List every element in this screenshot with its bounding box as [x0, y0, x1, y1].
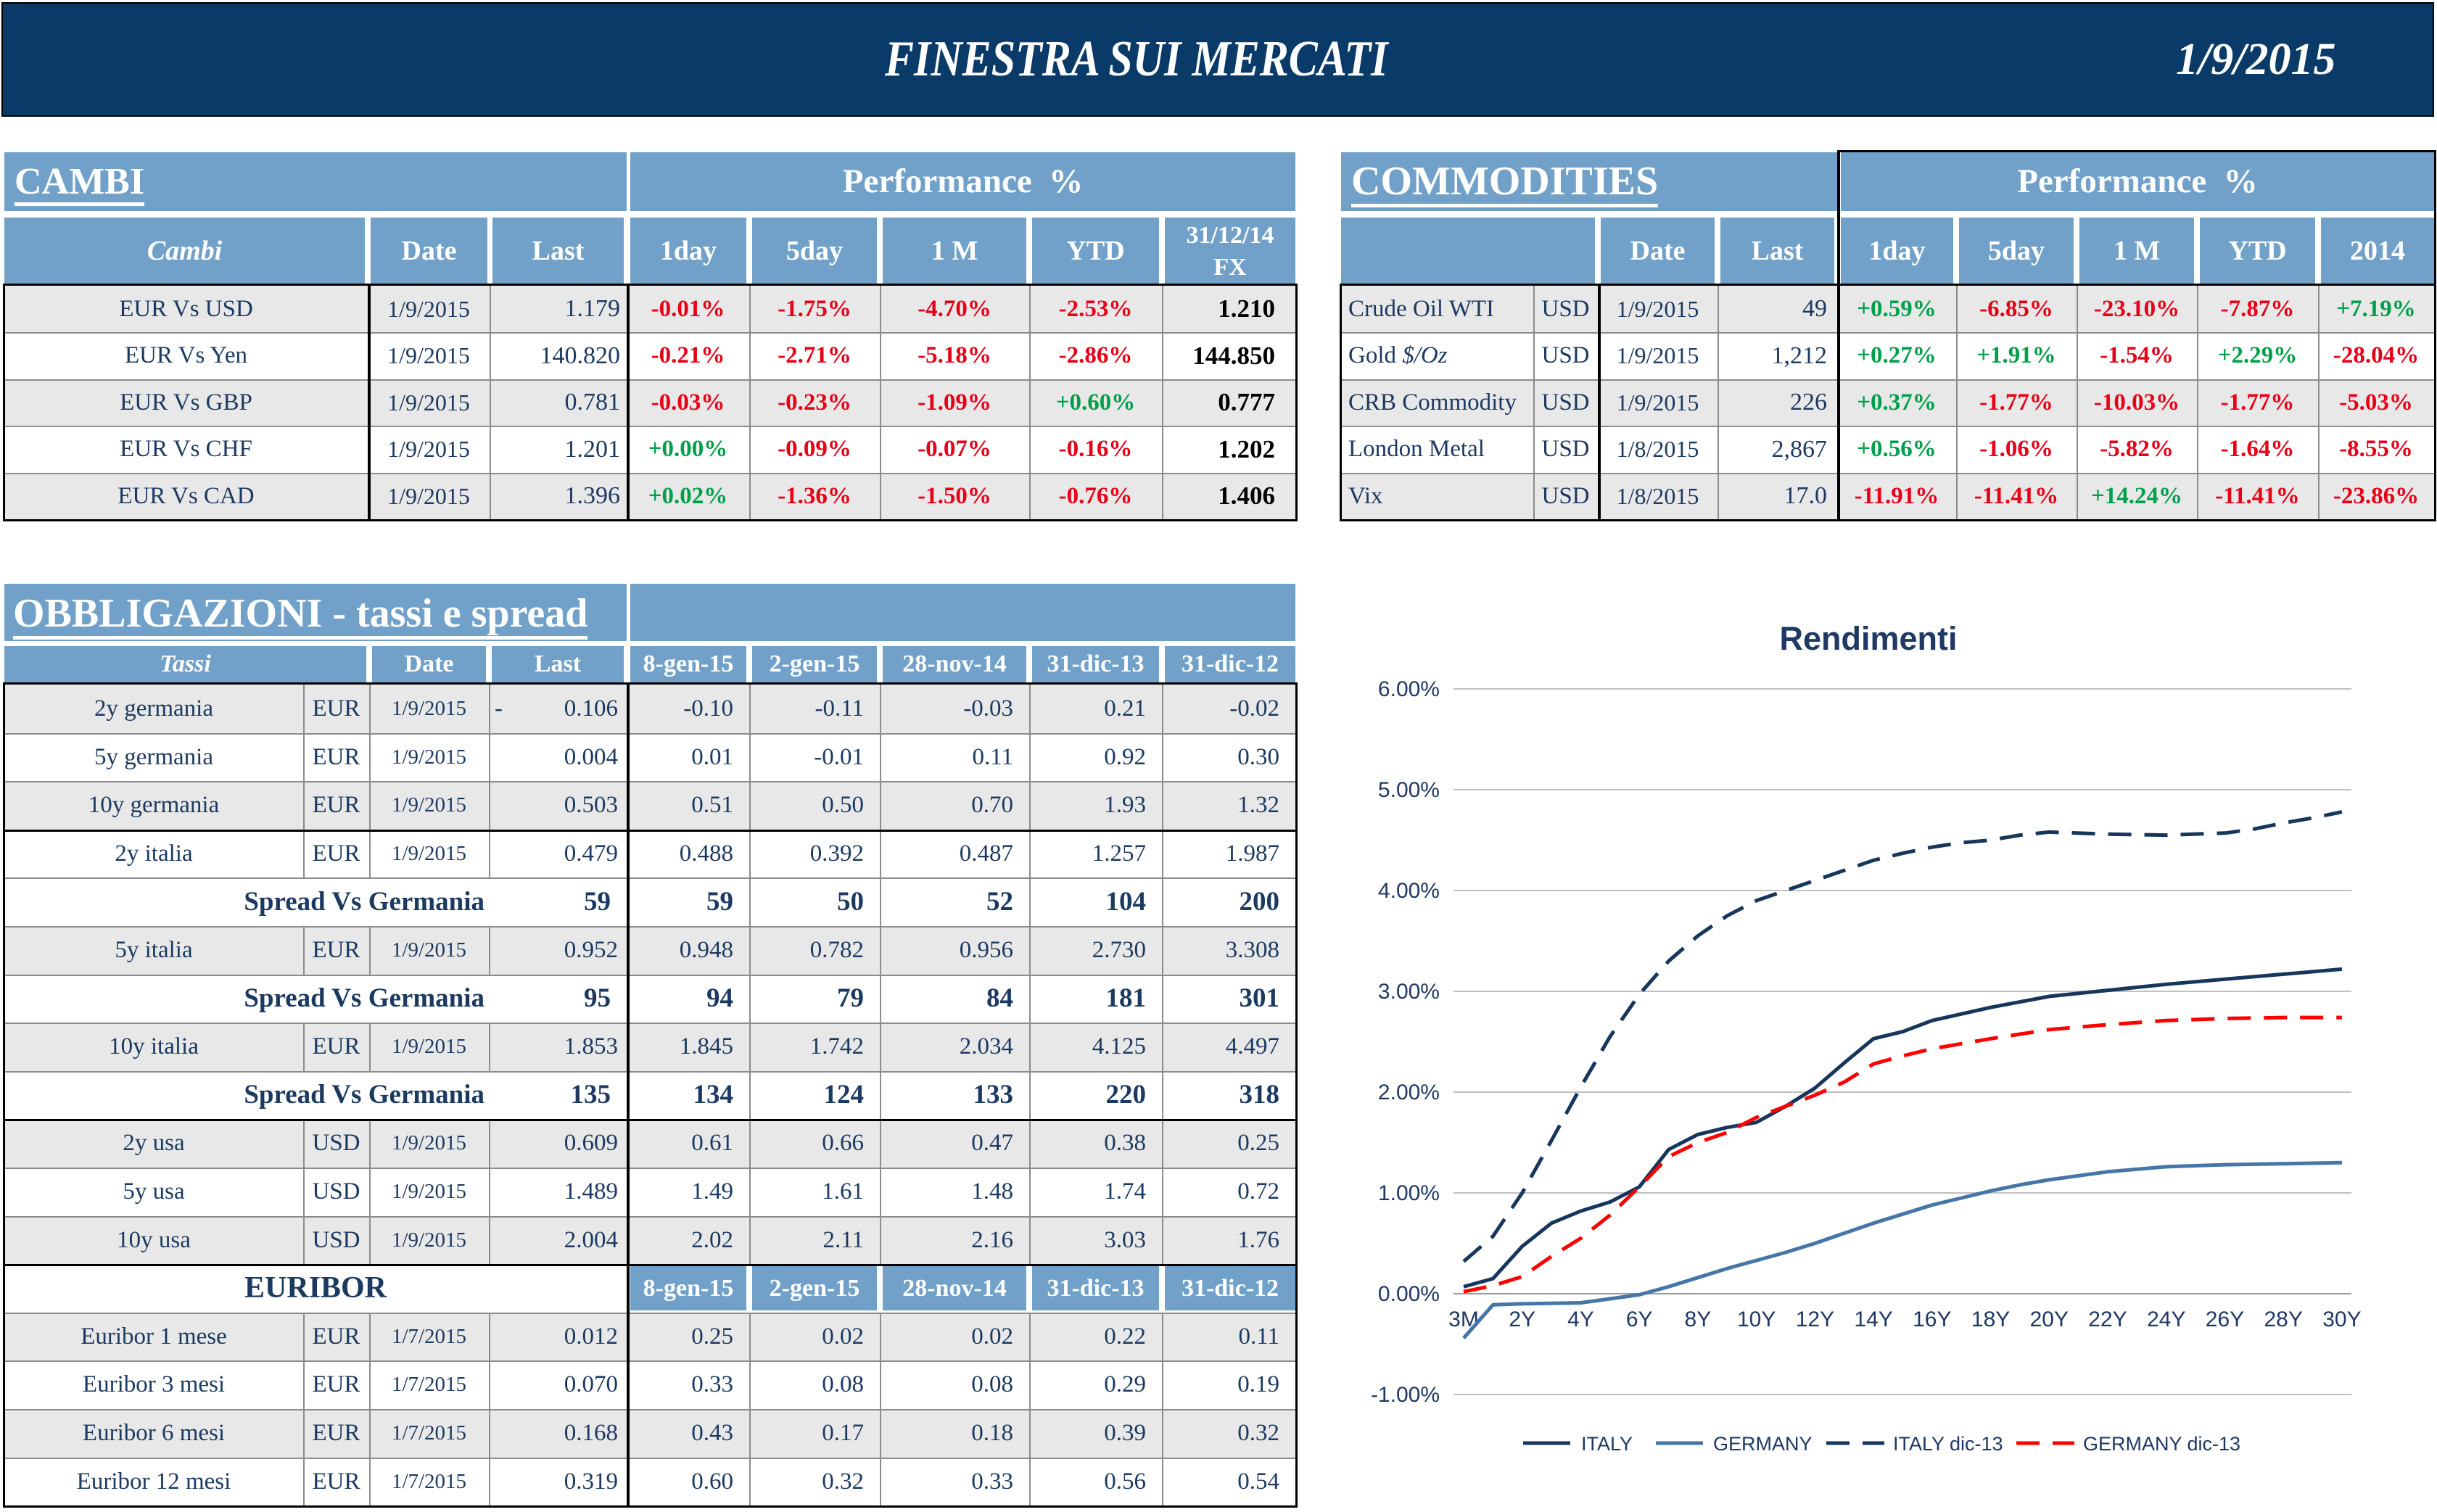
svg-text:GERMANY: GERMANY — [1713, 1433, 1813, 1455]
svg-text:0.00%: 0.00% — [1378, 1282, 1440, 1306]
svg-text:10Y: 10Y — [1737, 1307, 1776, 1331]
svg-text:30Y: 30Y — [2322, 1307, 2361, 1331]
svg-text:2Y: 2Y — [1509, 1307, 1535, 1331]
svg-text:-1.00%: -1.00% — [1371, 1383, 1440, 1407]
svg-text:28Y: 28Y — [2264, 1307, 2303, 1331]
svg-text:18Y: 18Y — [1971, 1307, 2010, 1331]
svg-text:6Y: 6Y — [1626, 1307, 1653, 1331]
svg-text:2.00%: 2.00% — [1378, 1081, 1440, 1104]
svg-text:16Y: 16Y — [1913, 1307, 1951, 1331]
svg-text:6.00%: 6.00% — [1378, 677, 1440, 701]
svg-text:5.00%: 5.00% — [1378, 778, 1440, 802]
svg-text:ITALY dic-13: ITALY dic-13 — [1893, 1433, 2003, 1455]
svg-text:Rendimenti: Rendimenti — [1779, 620, 1957, 657]
svg-text:GERMANY dic-13: GERMANY dic-13 — [2083, 1433, 2240, 1455]
svg-text:1.00%: 1.00% — [1378, 1181, 1440, 1205]
svg-text:20Y: 20Y — [2030, 1307, 2069, 1331]
svg-text:3.00%: 3.00% — [1378, 980, 1440, 1004]
svg-text:22Y: 22Y — [2088, 1307, 2127, 1331]
svg-text:4Y: 4Y — [1567, 1307, 1594, 1331]
svg-text:12Y: 12Y — [1796, 1307, 1834, 1331]
svg-text:8Y: 8Y — [1685, 1307, 1712, 1331]
svg-text:ITALY: ITALY — [1581, 1433, 1633, 1455]
svg-text:14Y: 14Y — [1854, 1307, 1892, 1331]
svg-text:26Y: 26Y — [2206, 1307, 2244, 1331]
svg-text:4.00%: 4.00% — [1378, 879, 1440, 903]
svg-text:24Y: 24Y — [2147, 1307, 2185, 1331]
